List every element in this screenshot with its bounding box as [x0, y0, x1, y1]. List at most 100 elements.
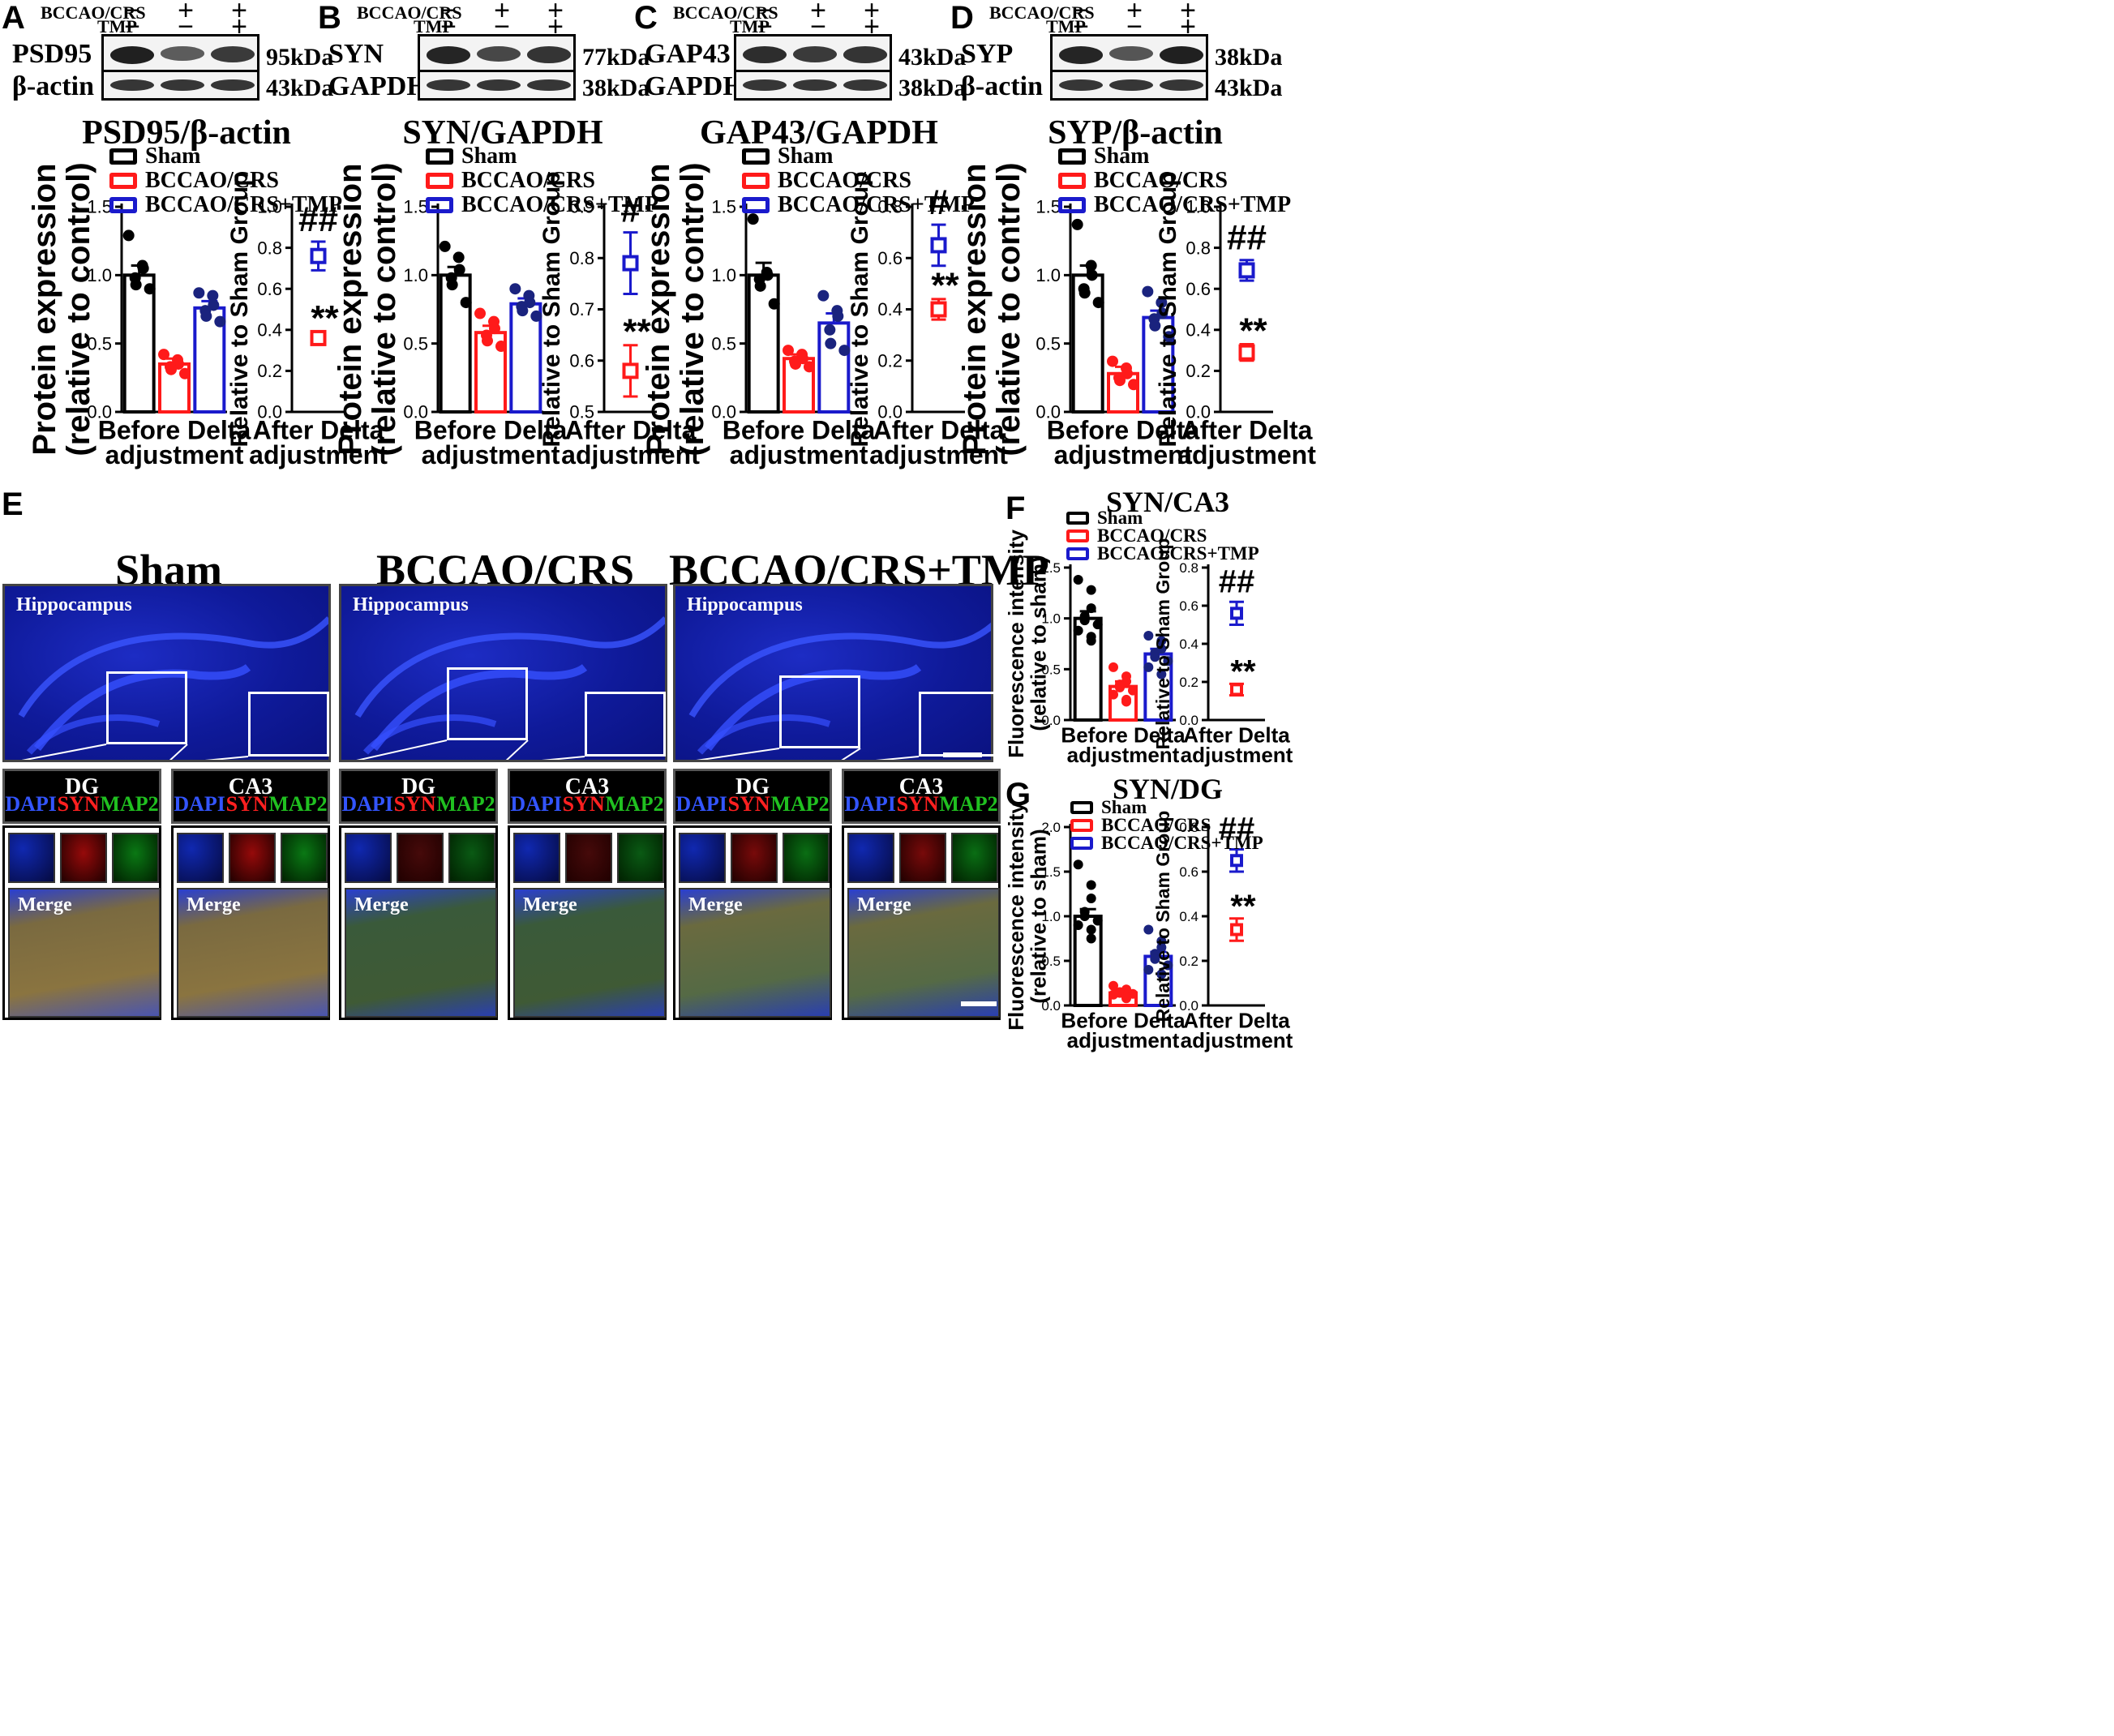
data-point [1156, 307, 1168, 319]
data-point [796, 349, 808, 361]
legend-swatch [1066, 512, 1089, 525]
legend-label: BCCAO/CRS+TMP [1097, 543, 1259, 564]
data-point [481, 329, 492, 341]
tile-frame: Merge [171, 825, 330, 1020]
legend-label: BCCAO/CRS [1101, 815, 1211, 835]
blot-control [1050, 70, 1208, 101]
y-tick-label: 1.0 [1041, 909, 1061, 924]
data-point [1085, 259, 1097, 272]
data-point [488, 315, 500, 328]
y-tick-label: 0.2 [1179, 675, 1199, 690]
x-label-1: After Delta [1183, 722, 1290, 747]
blot-band [427, 46, 470, 64]
cell-layer [354, 616, 665, 718]
legend-item: BCCAO/CRS [109, 168, 342, 193]
blot-band [527, 79, 571, 91]
data-point [1148, 313, 1160, 325]
y-tick-label: 0.0 [1186, 402, 1211, 422]
data-point [1150, 954, 1160, 964]
chart-legend: Sham BCCAO/CRS BCCAO/CRS+TMP [1066, 508, 1259, 564]
merge-image: Merge [345, 888, 497, 1018]
data-point [1121, 694, 1131, 705]
significance-hash: ## [1219, 564, 1255, 599]
sign: − [757, 0, 773, 26]
y-tick-label: 0.6 [569, 350, 594, 371]
zoom-line [875, 756, 920, 760]
y-tick-label: 0.2 [1186, 361, 1211, 381]
y-tick-label: 0.8 [1186, 238, 1211, 258]
y-tick-label: 0.6 [1186, 279, 1211, 299]
data-point [130, 279, 142, 291]
hippocampus-label: Hippocampus [16, 594, 132, 615]
channel-dapi: DAPI [844, 792, 896, 816]
cell-layer [705, 663, 922, 752]
x-label-1: After Delta [565, 416, 697, 445]
zoom-box-dg [447, 667, 528, 740]
legend-swatch [742, 173, 770, 189]
merge-label: Merge [354, 894, 409, 915]
chart-title: SYN/GAPDH [402, 114, 603, 152]
data-point [1163, 656, 1173, 667]
zoom-line [21, 744, 107, 760]
x-label-1: Before Delta [98, 416, 251, 445]
y-tick-label: 1.0 [87, 265, 112, 285]
bar [158, 362, 191, 414]
zoom-box-ca3 [248, 692, 329, 757]
data-point [1086, 269, 1098, 281]
y-tick-label: 1.5 [1036, 197, 1061, 217]
legend-item: BCCAO/CRS+TMP [742, 192, 975, 217]
y-tick-label: 1.5 [87, 197, 112, 217]
bar [1073, 616, 1103, 722]
bar [1142, 315, 1175, 414]
sign: + [1180, 0, 1196, 26]
sign: − [440, 0, 457, 26]
cell-layer [371, 663, 588, 752]
data-point [173, 358, 184, 370]
bar [783, 357, 815, 414]
x-label-1: After Delta [253, 416, 384, 445]
data-point [1128, 685, 1138, 696]
blot-band [1109, 46, 1153, 61]
bar [1071, 273, 1104, 414]
y-axis-label-2: (relative to control) [675, 162, 710, 456]
merge-image: Merge [847, 888, 1000, 1018]
y-tick-label: 0.2 [257, 361, 282, 381]
y-tick-label: 0.0 [1041, 713, 1061, 728]
legend-label: BCCAO/CRS+TMP [1094, 192, 1292, 217]
data-point [489, 323, 500, 335]
y-tick-label: 0.0 [1036, 402, 1061, 422]
data-point [1121, 671, 1131, 682]
x-label-1: After Delta [1181, 416, 1313, 445]
mean-marker [1238, 344, 1255, 361]
data-point [1086, 603, 1096, 614]
data-point [1086, 880, 1096, 890]
data-point [208, 299, 220, 311]
panel-letter-c: C [634, 0, 658, 36]
legend-label: Sham [1097, 508, 1143, 528]
data-point [509, 283, 521, 295]
y-tick-label: 0.4 [1179, 909, 1199, 924]
data-point [1150, 949, 1160, 959]
legend-swatch [1070, 801, 1093, 814]
tile-header-ca3: CA3 DAPI SYN MAP2 [508, 769, 667, 824]
bar [1108, 991, 1138, 1007]
tile-header-dg: DG DAPI SYN MAP2 [673, 769, 832, 824]
x-label-2: adjustment [561, 440, 700, 469]
data-point [530, 310, 542, 322]
channel-map2: MAP2 [436, 792, 495, 816]
x-label-1: Before Delta [1061, 722, 1186, 747]
y-tick-label: 0.4 [1186, 320, 1211, 341]
blot-band [110, 46, 154, 64]
tile-frame: Merge [673, 825, 832, 1020]
data-point [1086, 924, 1096, 935]
data-point [516, 301, 528, 313]
y-tick-label: 1.5 [1041, 864, 1061, 880]
y-tick-label: 0.4 [877, 299, 903, 319]
legend-label: BCCAO/CRS [145, 168, 279, 193]
legend-item: Sham [1058, 144, 1291, 169]
data-point [200, 310, 212, 322]
blot-control [101, 70, 259, 101]
data-point [1142, 285, 1154, 298]
legend-label: BCCAO/CRS+TMP [145, 192, 343, 217]
panel-g-title: SYN/DG [1112, 773, 1224, 805]
